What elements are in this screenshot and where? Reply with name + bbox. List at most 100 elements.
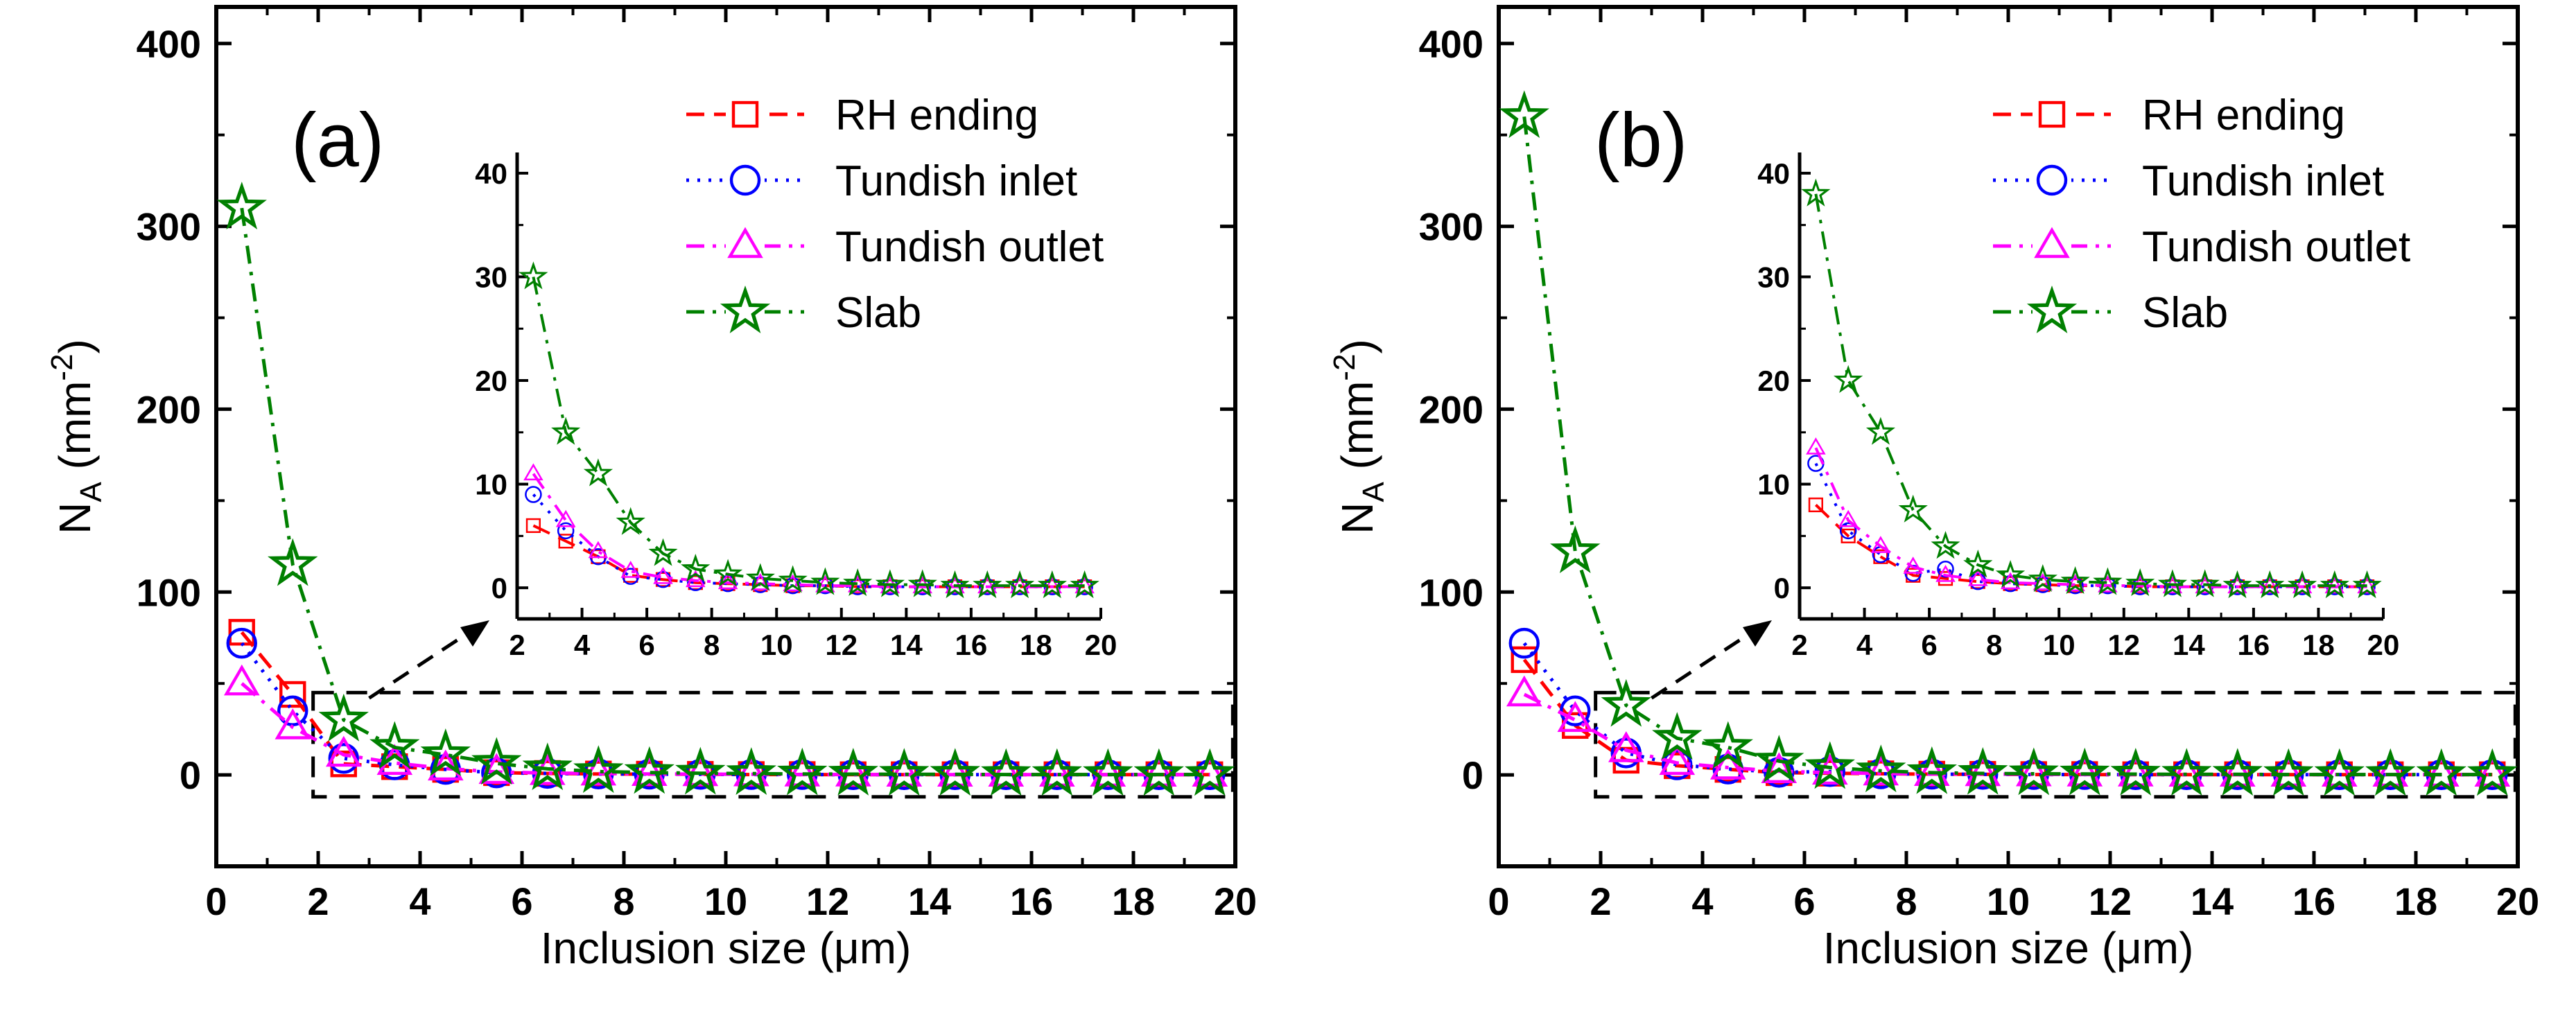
zoom-arrow-line xyxy=(368,624,480,700)
x-axis-title: Inclusion size (μm) xyxy=(1823,923,2194,973)
y-axis-title-part-2: (mm xyxy=(1332,381,1382,482)
x-tick-label: 0 xyxy=(205,879,227,923)
legend-label-3: Slab xyxy=(2142,289,2228,337)
x-tick-label: 6 xyxy=(511,879,532,923)
inset-data-point xyxy=(1009,576,1030,594)
x-tick-label: 20 xyxy=(1214,879,1257,923)
data-point xyxy=(1906,746,1957,794)
inset-data-point xyxy=(523,463,543,481)
data-point xyxy=(1083,748,1133,796)
inset-y-tick-label: 40 xyxy=(1757,157,1790,190)
inset-data-point xyxy=(583,458,613,487)
inset-x-tick-label: 4 xyxy=(1856,629,1873,661)
x-tick-label: 18 xyxy=(2394,879,2437,923)
y-tick-label: 200 xyxy=(137,387,201,431)
inset-data-point xyxy=(2287,570,2317,599)
zoom-arrow-line xyxy=(1651,624,1763,700)
legend-label-1: Tundish inlet xyxy=(2142,157,2384,205)
panel-label: (a) xyxy=(291,98,384,183)
data-point xyxy=(1804,741,1855,789)
y-axis-title-part-1: A xyxy=(74,482,108,502)
data-point xyxy=(937,755,973,787)
inset-y-tick-label: 0 xyxy=(491,572,507,604)
y-tick-label: 400 xyxy=(137,22,201,66)
data-point xyxy=(277,695,308,726)
inset-data-point xyxy=(653,567,673,584)
data-point xyxy=(2365,748,2416,796)
inset-background xyxy=(1800,152,2383,619)
x-tick-label: 16 xyxy=(1010,879,1053,923)
inset-data-point xyxy=(588,541,609,559)
data-point xyxy=(2416,748,2466,796)
data-point xyxy=(318,693,369,742)
data-point xyxy=(1958,746,2008,795)
inset-y-tick-label: 40 xyxy=(475,157,507,190)
inset-data-point xyxy=(1963,549,1993,578)
data-point xyxy=(2066,755,2103,787)
data-point xyxy=(1550,525,1601,574)
legend-label-0: RH ending xyxy=(2142,91,2345,139)
inset-data-point xyxy=(681,553,711,582)
inset-data-point xyxy=(1037,570,1067,599)
inset-x-tick-label: 4 xyxy=(574,629,591,661)
zoom-arrow-head xyxy=(1743,620,1772,647)
inset-data-point xyxy=(1995,560,2026,588)
data-point xyxy=(835,755,871,787)
inset-data-point xyxy=(1806,437,1826,455)
data-point xyxy=(1659,744,1696,776)
data-point xyxy=(2110,747,2161,796)
inset-x-tick-label: 16 xyxy=(2238,629,2270,661)
data-point xyxy=(1703,721,1753,769)
x-tick-label: 14 xyxy=(2191,879,2234,923)
data-point xyxy=(2263,748,2314,796)
data-point xyxy=(879,748,930,796)
legend-marker-3 xyxy=(720,286,771,333)
x-tick-label: 18 xyxy=(1112,879,1155,923)
inset-y-tick-label: 20 xyxy=(1757,365,1790,397)
inset-data-point xyxy=(940,570,970,599)
legend-marker-2 xyxy=(727,227,763,259)
data-point xyxy=(828,747,878,796)
inset-x-tick-label: 14 xyxy=(890,629,923,661)
data-point xyxy=(726,747,776,796)
data-point xyxy=(1754,735,1804,783)
x-tick-label: 6 xyxy=(1793,879,1815,923)
data-point xyxy=(777,747,828,796)
x-tick-label: 14 xyxy=(908,879,951,923)
inset-data-point xyxy=(2320,570,2349,599)
legend-marker-1 xyxy=(729,164,761,196)
data-point xyxy=(1557,701,1594,733)
data-point xyxy=(1499,90,1549,139)
data-point xyxy=(1965,755,2001,787)
y-axis-title-part-3: -2 xyxy=(1328,353,1361,380)
inset-data-point xyxy=(1968,569,1988,586)
inset-data-point xyxy=(1903,557,1923,574)
data-point xyxy=(325,735,362,767)
inset-data-point xyxy=(973,570,1002,599)
data-point xyxy=(682,755,719,787)
panel-b: 0 2 4 6 8 10 12 14 16 18 200100200300400Inclusion … xyxy=(1328,5,2539,973)
data-point xyxy=(1601,678,1651,727)
data-point xyxy=(268,538,318,586)
data-point xyxy=(1608,731,1644,762)
data-point xyxy=(2168,755,2205,787)
legend-marker-2 xyxy=(2034,227,2070,259)
data-point xyxy=(2015,755,2052,787)
x-tick-label: 2 xyxy=(1590,879,1611,923)
data-point xyxy=(1863,754,1899,786)
inset-data-point xyxy=(907,569,937,597)
x-tick-label: 10 xyxy=(704,879,747,923)
series-line-3 xyxy=(1522,116,2493,777)
inset-data-point xyxy=(1801,178,1831,207)
inset-data-point xyxy=(1070,570,1099,599)
inset-data-point xyxy=(620,561,641,578)
zoom-arrow-head xyxy=(460,620,489,647)
data-point xyxy=(328,743,359,774)
inset-x-tick-label: 8 xyxy=(1986,629,2002,661)
x-tick-label: 10 xyxy=(1987,879,2030,923)
y-tick-label: 300 xyxy=(137,205,201,249)
data-point xyxy=(2467,748,2518,796)
inset-data-point xyxy=(2125,568,2155,597)
data-point xyxy=(1133,748,1184,796)
data-point xyxy=(420,728,471,776)
